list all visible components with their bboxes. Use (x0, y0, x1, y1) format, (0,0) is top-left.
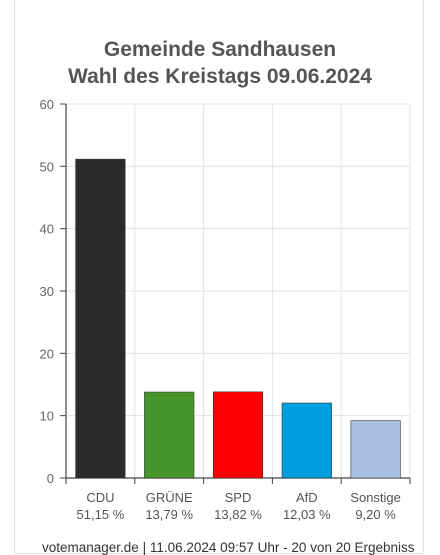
value-label: 9,20 % (355, 507, 396, 522)
bar-afd (281, 402, 332, 479)
value-label: 13,79 % (145, 507, 193, 522)
category-label: SPD (225, 490, 252, 505)
category-label: AfD (296, 490, 318, 505)
value-label: 51,15 % (77, 507, 125, 522)
chart-subtitle: Wahl des Kreistags 09.06.2024 (68, 65, 372, 88)
category-label: Sonstige (350, 490, 401, 505)
value-label: 12,03 % (283, 507, 331, 522)
y-tick-label: 10 (40, 409, 54, 424)
bar-gr-ne (144, 391, 195, 479)
y-tick-label: 60 (40, 97, 54, 112)
y-tick-label: 50 (40, 159, 54, 174)
y-tick-label: 0 (47, 471, 54, 486)
y-tick-label: 40 (40, 222, 54, 237)
bar-spd (212, 391, 264, 479)
chart-title-block: Gemeinde Sandhausen Wahl des Kreistags 0… (0, 36, 440, 90)
footer-text: votemanager.de | 11.06.2024 09:57 Uhr - … (42, 540, 414, 555)
y-tick-label: 30 (40, 284, 54, 299)
category-label: GRÜNE (146, 490, 193, 505)
value-label: 13,82 % (214, 507, 262, 522)
y-tick-label: 20 (40, 346, 54, 361)
category-label: CDU (86, 490, 114, 505)
bar-sonstige (350, 420, 401, 479)
bar-cdu (75, 158, 126, 479)
chart-title: Gemeinde Sandhausen (103, 38, 337, 61)
